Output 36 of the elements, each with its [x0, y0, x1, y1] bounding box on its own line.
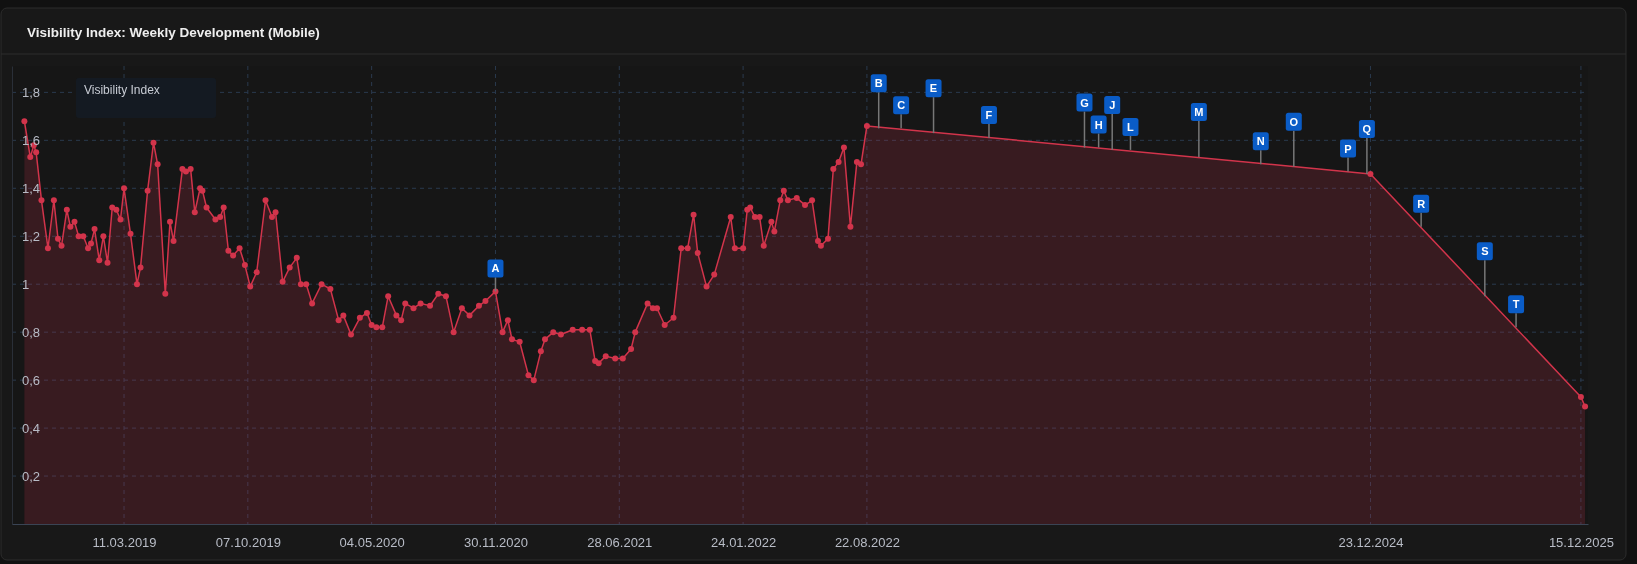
x-tick-label: 15.12.2025 [1548, 535, 1614, 551]
annotation: E [929, 82, 938, 95]
x-tick-label: 24.01.2022 [711, 535, 777, 551]
annotation: N [1256, 135, 1265, 148]
y-tick-label: 1,4 [22, 180, 41, 196]
x-tick-label: 07.10.2019 [215, 535, 281, 551]
annotation: F [985, 108, 993, 121]
annotation: P [1344, 142, 1352, 155]
annotation: C [897, 99, 906, 112]
annotation: G [1080, 96, 1089, 109]
annotation: M [1194, 106, 1204, 119]
x-tick-label: 30.11.2020 [463, 535, 529, 551]
annotation: B [874, 77, 883, 90]
y-tick-label: 0,8 [22, 324, 41, 340]
legend-title: Visibility Index [84, 83, 160, 97]
annotation: Q [1362, 122, 1372, 135]
annotation: O [1289, 115, 1299, 128]
x-tick-label: 23.12.2024 [1338, 535, 1404, 551]
y-tick-label: 0,6 [22, 372, 41, 388]
annotation: R [1417, 197, 1426, 210]
y-tick-label: 1,2 [22, 228, 41, 244]
y-tick-label: 0,4 [22, 420, 41, 436]
x-tick-label: 11.03.2019 [92, 535, 157, 551]
chart-title: Visibility Index: Weekly Development (Mobile) [27, 25, 320, 40]
annotation: H [1094, 118, 1103, 131]
annotation: J [1109, 98, 1116, 111]
annotation: T [1512, 298, 1520, 311]
annotation: L [1127, 120, 1135, 133]
x-tick-label: 28.06.2021 [587, 535, 653, 551]
x-tick-label: 04.05.2020 [339, 535, 405, 551]
y-tick-label: 1,8 [22, 85, 41, 101]
annotation: S [1481, 245, 1489, 258]
x-tick-label: 22.08.2022 [834, 535, 900, 551]
y-tick-label: 0,2 [22, 468, 41, 484]
annotation: A [491, 262, 500, 275]
y-tick-label: 1 [22, 276, 30, 292]
